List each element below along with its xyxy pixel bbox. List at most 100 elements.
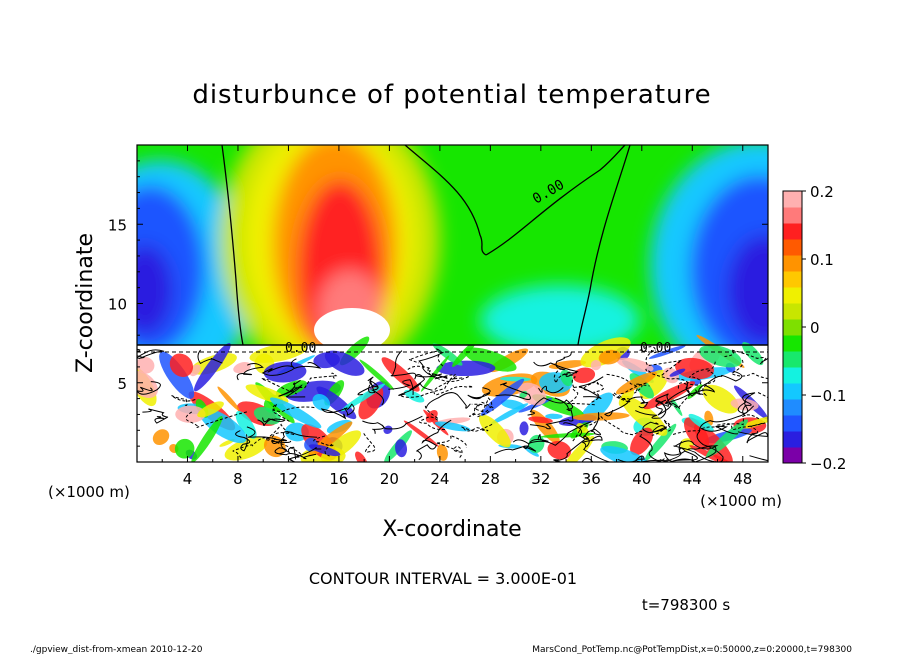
turbulence-blob (217, 386, 240, 411)
turbulence-blob (547, 441, 572, 460)
colorbar-tick-label: −0.1 (810, 387, 846, 405)
y-tick-label: 15 (108, 216, 127, 234)
turbulence-contour (313, 435, 334, 457)
turbulence-blob (355, 451, 368, 462)
turbulence-contour (571, 415, 643, 443)
turbulence-blob (152, 429, 170, 446)
colorbar-swatch (783, 383, 802, 400)
turbulence-contour (171, 395, 197, 406)
turbulence-blob (560, 369, 573, 387)
turbulence-blob (269, 397, 322, 429)
turbulence-blob (675, 357, 715, 380)
turbulence-blob (432, 343, 463, 366)
turbulence-blob (194, 343, 231, 392)
turbulence-contour (278, 379, 306, 398)
turbulence-contour (232, 437, 281, 459)
turbulence-contour (612, 382, 648, 403)
turbulence-blob (383, 425, 393, 434)
x-unit-right: (×1000 m) (700, 492, 782, 510)
turbulence-blob (137, 356, 155, 374)
turbulence-contour (527, 397, 574, 416)
turbulence-blob (197, 401, 224, 418)
turbulence-contour (603, 396, 649, 417)
colorbar-swatch (783, 191, 802, 208)
x-tick-label: 12 (279, 470, 298, 488)
colorbar-swatch (783, 303, 802, 320)
turbulence-contour (435, 434, 468, 458)
colorbar-tick-label: 0 (810, 319, 820, 337)
turbulence-contour (381, 415, 423, 430)
turbulence-blob (545, 413, 563, 420)
x-tick-label: 8 (233, 470, 243, 488)
turbulence-contour (261, 358, 322, 376)
turbulence-contour (320, 403, 355, 420)
turbulence-contour (419, 405, 446, 431)
colorbar-swatch (783, 223, 802, 240)
turbulence-contour (582, 380, 604, 403)
colorbar-swatch (783, 351, 802, 368)
turbulence-contour (416, 419, 452, 461)
turbulence-contour (606, 373, 650, 394)
turbulence-blob (175, 405, 206, 423)
colorbar-swatch (783, 431, 802, 448)
turbulence-contour (555, 422, 589, 462)
turbulence-blob (741, 342, 764, 366)
x-tick-label: 44 (683, 470, 702, 488)
colorbar-swatch (783, 415, 802, 432)
turbulence-contour (645, 368, 709, 386)
colorbar-swatch (783, 271, 802, 288)
turbulence-blob (199, 407, 247, 444)
turbulence-contour (473, 401, 495, 418)
turbulence-contour (642, 421, 667, 434)
turbulence-contour (408, 347, 444, 367)
turbulence-blob (359, 359, 395, 390)
turbulence-blob (548, 360, 587, 370)
turbulence-contour (580, 435, 617, 462)
x-tick-label: 48 (733, 470, 752, 488)
turbulence-blob (312, 394, 331, 411)
turbulence-contour (700, 425, 739, 435)
turbulence-contour (197, 349, 223, 365)
turbulence-contour (142, 408, 169, 424)
turbulence-blob (736, 415, 768, 430)
colorbar: 0.2 0.1 0 −0.1 −0.2 (782, 183, 846, 473)
turbulence-contour (533, 361, 579, 377)
turbulence-contour (425, 392, 471, 409)
turbulence-contour (390, 350, 417, 380)
turbulence-blob (174, 438, 195, 459)
turbulence-contour (566, 386, 596, 406)
turbulence-blob (463, 347, 517, 372)
turbulence-blob (452, 340, 477, 367)
turbulence-contour (398, 382, 433, 396)
turbulence-blob (528, 416, 553, 424)
footer-right: MarsCond_PotTemp.nc@PotTempDist,x=0:5000… (532, 645, 852, 654)
turbulence-contour (433, 376, 474, 396)
turbulence-contour (495, 382, 531, 401)
turbulence-blob (600, 446, 650, 462)
turbulence-contour (717, 422, 766, 435)
contour-label: 0.00 (285, 341, 316, 356)
turbulence-contour (388, 379, 414, 395)
turbulence-contour (672, 445, 717, 462)
turbulence-contour (409, 373, 443, 391)
x-axis-label: X-coordinate (382, 517, 521, 542)
turbulence-contour (737, 431, 768, 444)
turbulence-blob (518, 382, 547, 406)
turbulence-contour (528, 421, 592, 446)
time-text: t=798300 s (642, 596, 730, 614)
turbulence-blob (669, 368, 686, 377)
turbulence-blob (249, 343, 307, 363)
turbulence-contour (263, 423, 302, 457)
turbulence-contour (236, 363, 264, 381)
x-tick-label: 32 (531, 470, 550, 488)
turbulence-contour (553, 368, 576, 388)
contour-interval-text: CONTOUR INTERVAL = 3.000E-01 (309, 569, 577, 588)
turbulence-blob (308, 444, 341, 457)
turbulence-contour (362, 420, 385, 434)
turbulence-contour (664, 386, 697, 404)
heatmap-field (137, 145, 768, 462)
turbulence-blob (404, 389, 425, 403)
turbulence-contour (137, 381, 161, 395)
